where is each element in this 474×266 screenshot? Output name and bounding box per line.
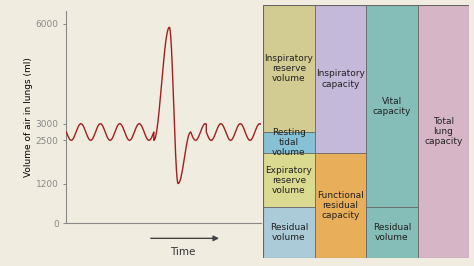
Text: Vital
capacity: Vital capacity bbox=[373, 97, 411, 116]
Text: Residual
volume: Residual volume bbox=[373, 223, 411, 242]
Bar bbox=[263, 5, 315, 132]
Bar bbox=[418, 5, 469, 258]
Bar bbox=[315, 153, 366, 258]
Bar bbox=[263, 153, 315, 207]
Bar bbox=[315, 5, 366, 153]
Bar bbox=[263, 207, 315, 258]
Y-axis label: Volume of air in lungs (ml): Volume of air in lungs (ml) bbox=[24, 57, 33, 177]
Bar bbox=[366, 207, 418, 258]
Text: Functional
residual
capacity: Functional residual capacity bbox=[317, 191, 364, 220]
Text: Resting
tidal
volume: Resting tidal volume bbox=[272, 128, 306, 157]
Text: Total
lung
capacity: Total lung capacity bbox=[424, 117, 463, 146]
Text: Time: Time bbox=[170, 247, 196, 257]
Bar bbox=[263, 132, 315, 153]
Text: Residual
volume: Residual volume bbox=[270, 223, 308, 242]
Text: Inspiratory
capacity: Inspiratory capacity bbox=[316, 69, 365, 89]
Bar bbox=[366, 5, 418, 207]
Text: Inspiratory
reserve
volume: Inspiratory reserve volume bbox=[264, 54, 313, 83]
Text: Expiratory
reserve
volume: Expiratory reserve volume bbox=[265, 165, 312, 195]
